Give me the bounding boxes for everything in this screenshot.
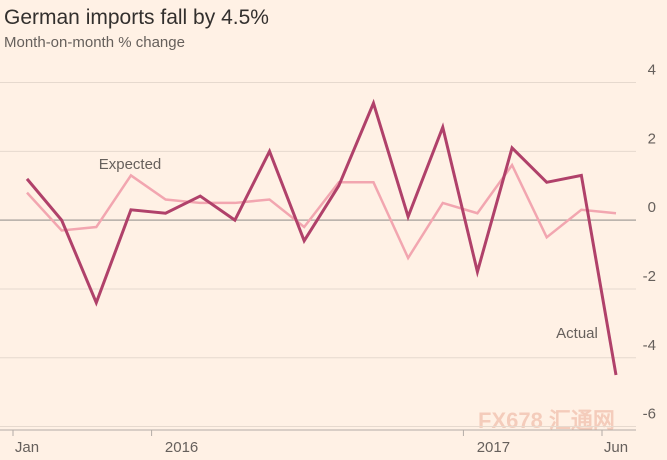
y-tick-label: -6 [643, 406, 656, 423]
y-tick-label: 4 [648, 62, 656, 79]
y-tick-label: 0 [648, 199, 656, 216]
x-tick-label: 2017 [477, 439, 510, 456]
x-tick-label: Jan [15, 439, 39, 456]
series-label: Actual [556, 325, 598, 342]
chart-subtitle: Month-on-month % change [4, 34, 185, 51]
x-tick-label: Jun [604, 439, 628, 456]
y-tick-label: 2 [648, 130, 656, 147]
x-tick-label: 2016 [165, 439, 198, 456]
series-line [26, 162, 617, 261]
chart-title: German imports fall by 4.5% [4, 6, 269, 29]
y-tick-label: -4 [643, 337, 656, 354]
series-line [25, 98, 618, 376]
series-label: Expected [99, 156, 162, 173]
y-tick-label: -2 [643, 268, 656, 285]
watermark: FX678 汇通网 [478, 408, 615, 433]
